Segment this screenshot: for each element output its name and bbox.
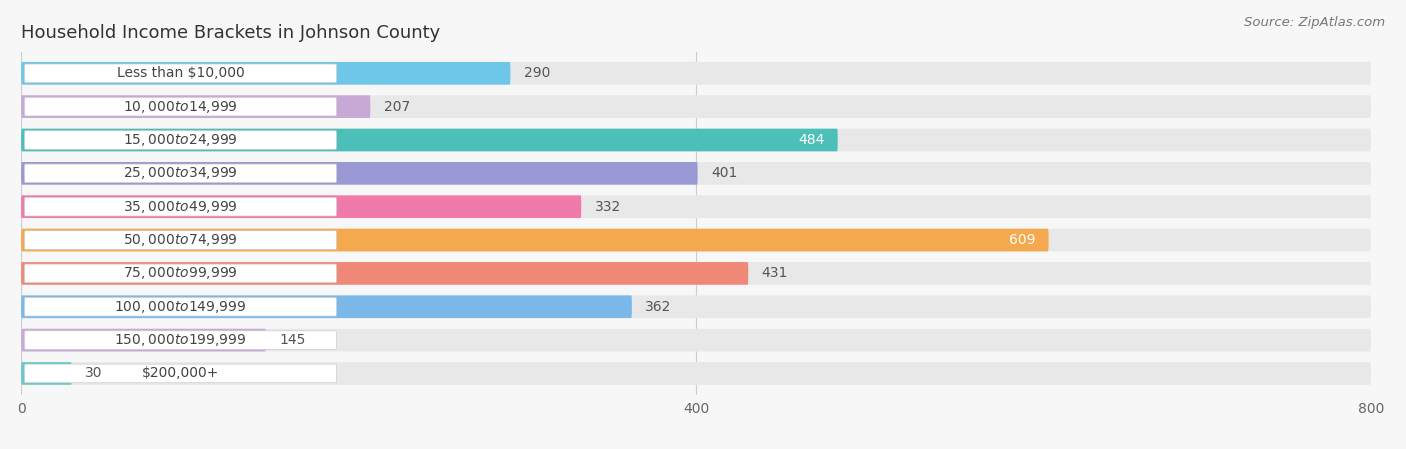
Text: $35,000 to $49,999: $35,000 to $49,999: [124, 199, 238, 215]
Text: $15,000 to $24,999: $15,000 to $24,999: [124, 132, 238, 148]
Text: $150,000 to $199,999: $150,000 to $199,999: [114, 332, 246, 348]
Text: 290: 290: [524, 66, 550, 80]
FancyBboxPatch shape: [21, 262, 1371, 285]
FancyBboxPatch shape: [21, 229, 1049, 251]
FancyBboxPatch shape: [24, 97, 336, 116]
FancyBboxPatch shape: [21, 95, 1371, 118]
Text: 362: 362: [645, 300, 672, 314]
FancyBboxPatch shape: [24, 131, 336, 150]
FancyBboxPatch shape: [24, 164, 336, 183]
Text: $25,000 to $34,999: $25,000 to $34,999: [124, 165, 238, 181]
FancyBboxPatch shape: [21, 95, 370, 118]
FancyBboxPatch shape: [21, 162, 697, 185]
FancyBboxPatch shape: [24, 64, 336, 83]
Text: $200,000+: $200,000+: [142, 366, 219, 380]
FancyBboxPatch shape: [21, 329, 1371, 352]
FancyBboxPatch shape: [24, 198, 336, 216]
FancyBboxPatch shape: [21, 195, 581, 218]
FancyBboxPatch shape: [21, 162, 1371, 185]
Text: $50,000 to $74,999: $50,000 to $74,999: [124, 232, 238, 248]
Text: 431: 431: [762, 266, 789, 280]
Text: Household Income Brackets in Johnson County: Household Income Brackets in Johnson Cou…: [21, 24, 440, 42]
FancyBboxPatch shape: [21, 195, 1371, 218]
FancyBboxPatch shape: [24, 364, 336, 383]
Text: 332: 332: [595, 200, 621, 214]
FancyBboxPatch shape: [21, 362, 72, 385]
FancyBboxPatch shape: [24, 231, 336, 249]
Text: 401: 401: [711, 167, 738, 180]
Text: $10,000 to $14,999: $10,000 to $14,999: [124, 99, 238, 114]
FancyBboxPatch shape: [21, 62, 1371, 85]
Text: 30: 30: [86, 366, 103, 380]
Text: 145: 145: [280, 333, 305, 347]
FancyBboxPatch shape: [21, 129, 838, 151]
Text: $75,000 to $99,999: $75,000 to $99,999: [124, 265, 238, 282]
Text: 609: 609: [1008, 233, 1035, 247]
FancyBboxPatch shape: [24, 264, 336, 283]
FancyBboxPatch shape: [21, 295, 631, 318]
FancyBboxPatch shape: [21, 329, 266, 352]
FancyBboxPatch shape: [21, 229, 1371, 251]
Text: $100,000 to $149,999: $100,000 to $149,999: [114, 299, 246, 315]
FancyBboxPatch shape: [21, 62, 510, 85]
Text: Less than $10,000: Less than $10,000: [117, 66, 245, 80]
FancyBboxPatch shape: [21, 362, 1371, 385]
Text: 484: 484: [797, 133, 824, 147]
FancyBboxPatch shape: [21, 262, 748, 285]
Text: Source: ZipAtlas.com: Source: ZipAtlas.com: [1244, 16, 1385, 29]
FancyBboxPatch shape: [24, 297, 336, 316]
FancyBboxPatch shape: [21, 295, 1371, 318]
FancyBboxPatch shape: [24, 331, 336, 349]
FancyBboxPatch shape: [21, 129, 1371, 151]
Text: 207: 207: [384, 100, 411, 114]
